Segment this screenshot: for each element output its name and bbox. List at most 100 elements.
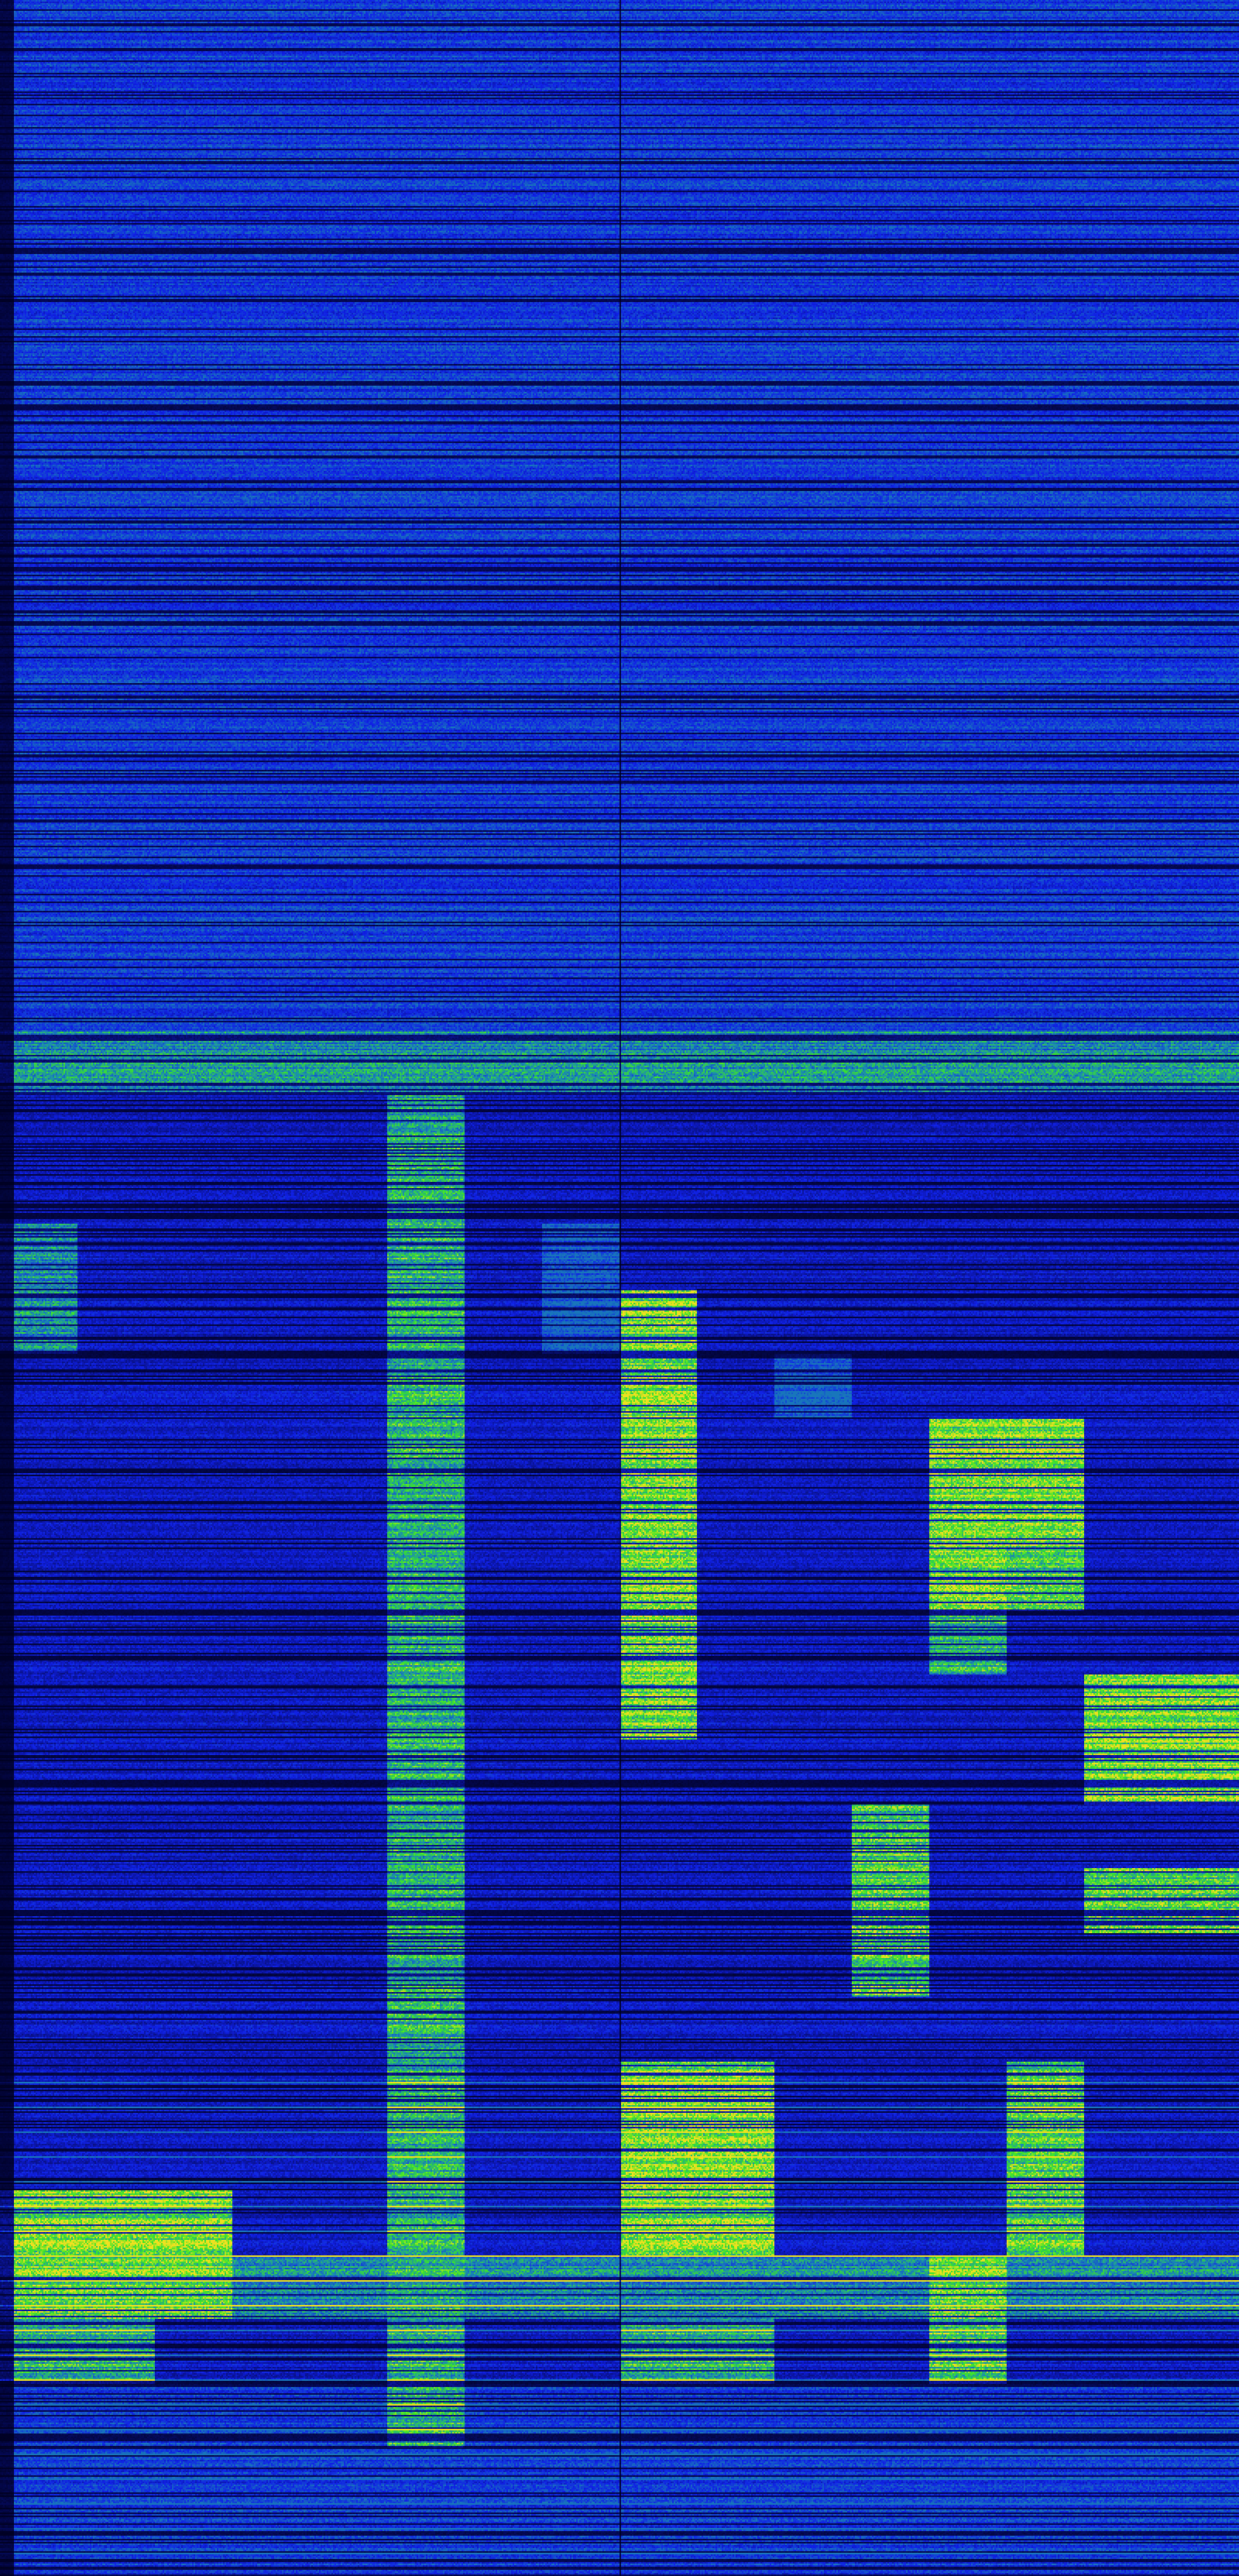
heatmap-cell [310, 1095, 387, 1159]
heatmap-cell [697, 1997, 774, 2061]
heatmap-cell [1162, 1674, 1239, 1739]
heatmap-cell [155, 902, 232, 966]
heatmap-cell [1084, 902, 1162, 966]
heatmap-cell [387, 1739, 465, 1803]
heatmap-cell [310, 1481, 387, 1545]
heatmap-cell [232, 579, 310, 644]
heatmap-cell [929, 2254, 1007, 2318]
heatmap-cell [542, 1030, 620, 1094]
heatmap-cell [77, 2318, 155, 2382]
heatmap-cell [310, 2125, 387, 2190]
heatmap-cell [929, 1352, 1007, 1417]
heatmap-cell [774, 2190, 852, 2254]
heatmap-cell [1162, 1932, 1239, 1997]
heatmap-cell [465, 2190, 542, 2254]
heatmap-cell [155, 1803, 232, 1867]
heatmap-cell [465, 0, 542, 64]
heatmap-cell [1162, 1803, 1239, 1867]
heatmap-cell [1084, 2318, 1162, 2382]
heatmap-cell [0, 1867, 77, 1932]
heatmap-cell [465, 966, 542, 1030]
heatmap-cell [620, 2318, 697, 2382]
heatmap-cell [852, 902, 929, 966]
heatmap-cell [929, 1546, 1007, 1610]
heatmap-cell [852, 0, 929, 64]
heatmap-cell [1084, 644, 1162, 709]
heatmap-cell [852, 129, 929, 193]
heatmap-cell [0, 2383, 77, 2447]
heatmap-cell [1162, 1997, 1239, 2061]
heatmap-cell [310, 1739, 387, 1803]
heatmap-cell [0, 709, 77, 773]
heatmap-cell [0, 2318, 77, 2382]
heatmap-cell [232, 451, 310, 515]
heatmap-cell [77, 1481, 155, 1545]
heatmap-cell [542, 386, 620, 451]
heatmap-cell [542, 579, 620, 644]
heatmap-cell [232, 2447, 310, 2512]
heatmap-cell [310, 451, 387, 515]
heatmap-cell [0, 644, 77, 709]
heatmap-cell [232, 966, 310, 1030]
heatmap-cell [387, 837, 465, 902]
heatmap-cell [697, 2125, 774, 2190]
heatmap-cell [1162, 386, 1239, 451]
heatmap-cell [697, 1095, 774, 1159]
heatmap-cell [387, 2447, 465, 2512]
heatmap-cell [77, 2383, 155, 2447]
heatmap-cell [774, 64, 852, 129]
heatmap-cell [77, 1546, 155, 1610]
heatmap-cell [465, 2447, 542, 2512]
heatmap-cell [774, 2318, 852, 2382]
heatmap-cell [1007, 2318, 1084, 2382]
heatmap-cell [852, 579, 929, 644]
heatmap-cell [620, 1095, 697, 1159]
heatmap-cell [155, 2254, 232, 2318]
heatmap-cell [0, 1803, 77, 1867]
heatmap-cell [1007, 2512, 1084, 2576]
heatmap-cell [697, 1417, 774, 1481]
heatmap-cell [697, 193, 774, 257]
heatmap-cell [697, 644, 774, 709]
heatmap-cell [1084, 1867, 1162, 1932]
heatmap-cell [232, 2383, 310, 2447]
heatmap-cell [852, 1095, 929, 1159]
heatmap-cell [1007, 515, 1084, 579]
heatmap-cell [620, 579, 697, 644]
heatmap-cell [929, 709, 1007, 773]
heatmap-cell [387, 1159, 465, 1224]
heatmap-cell [774, 322, 852, 386]
heatmap-cell [774, 0, 852, 64]
heatmap-cell [697, 2254, 774, 2318]
heatmap-cell [542, 2254, 620, 2318]
heatmap-cell [155, 644, 232, 709]
heatmap-cell [0, 258, 77, 322]
heatmap-cell [1084, 129, 1162, 193]
heatmap-cell [1007, 1610, 1084, 1674]
heatmap-cell [232, 1610, 310, 1674]
heatmap-cell [1007, 1159, 1084, 1224]
heatmap-cell [929, 64, 1007, 129]
heatmap-cell [774, 1932, 852, 1997]
heatmap-cell [852, 1932, 929, 1997]
heatmap-cell [542, 2447, 620, 2512]
heatmap-cell [387, 1352, 465, 1417]
heatmap-cell [697, 2190, 774, 2254]
heatmap-cell [697, 1739, 774, 1803]
heatmap-cell [774, 773, 852, 837]
heatmap-cell [542, 2061, 620, 2125]
heatmap-cell [155, 773, 232, 837]
heatmap-cell [155, 709, 232, 773]
heatmap-cell [387, 0, 465, 64]
heatmap-cell [77, 64, 155, 129]
heatmap-cell [542, 1546, 620, 1610]
heatmap-cell [0, 2512, 77, 2576]
heatmap-cell [774, 193, 852, 257]
heatmap-cell [620, 129, 697, 193]
heatmap-cell [310, 258, 387, 322]
heatmap-cell [155, 2125, 232, 2190]
heatmap-cell [155, 1159, 232, 1224]
heatmap-cell [0, 1546, 77, 1610]
heatmap-cell [620, 1997, 697, 2061]
heatmap-cell [232, 1546, 310, 1610]
